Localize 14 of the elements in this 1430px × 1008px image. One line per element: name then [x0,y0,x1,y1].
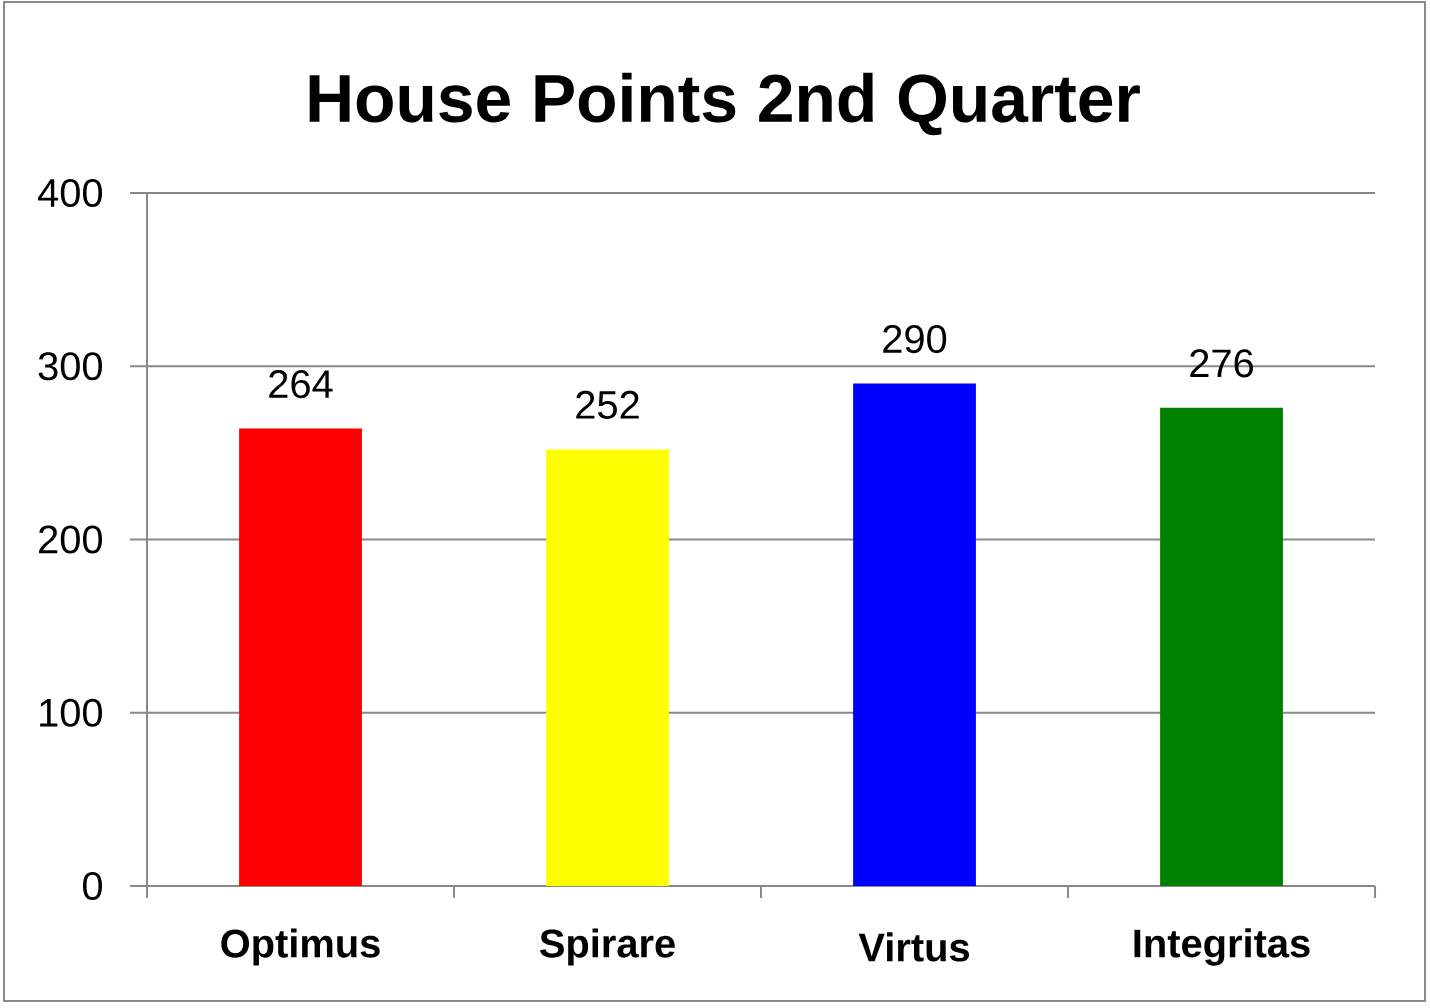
x-tick-label: Spirare [539,928,675,966]
y-tick-label: 300 [38,352,103,381]
chart-title: House Points 2nd Quarter [309,72,1140,136]
data-label: 264 [269,370,333,399]
data-label: 252 [576,390,639,419]
data-label: 276 [1190,349,1253,378]
x-tick-label: Optimus [221,928,380,966]
data-label: 290 [883,324,947,354]
x-tick-label: Integritas [1134,928,1310,966]
y-tick-label: 400 [38,178,103,208]
y-tick-label: 100 [40,698,103,727]
y-tick-label: 200 [39,525,103,554]
y-tick-label: 0 [83,871,103,901]
x-tick-label: Virtus [858,932,969,962]
